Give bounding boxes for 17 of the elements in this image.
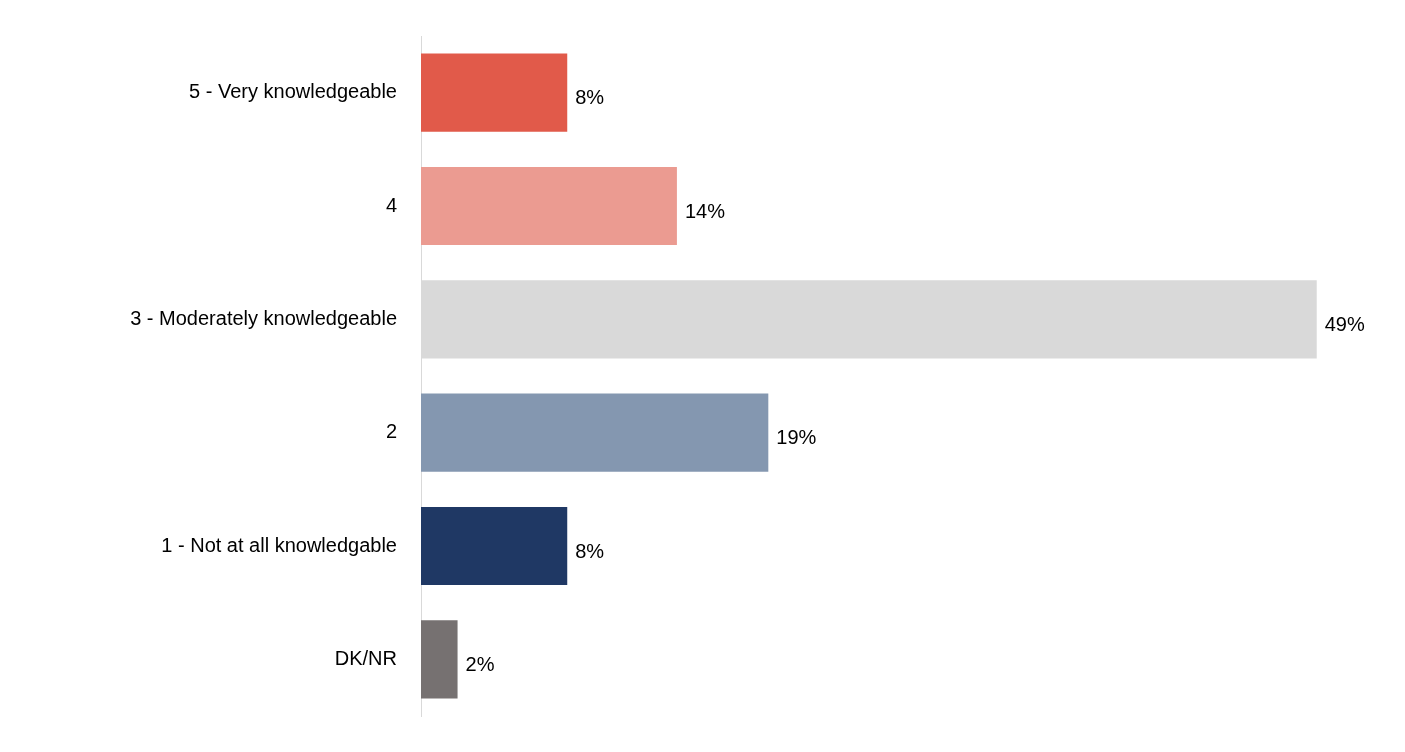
bar [421,166,677,246]
y-tick-label: 4 [385,193,397,216]
y-tick-label: 1 - Not at all knowledgable [161,533,397,556]
bar [421,506,568,586]
data-label: 8% [575,539,605,562]
data-label: 8% [575,86,605,109]
data-label: 2% [465,652,495,675]
data-label: 19% [776,426,817,449]
y-tick-label: 5 - Very knowledgeable [189,80,397,103]
bar [421,393,769,472]
y-tick-label: DK/NR [334,646,397,669]
bar [421,53,568,132]
y-tick-label: 2 [385,420,397,443]
y-tick-label: 3 - Moderately knowledgeable [130,306,397,329]
data-label: 14% [684,199,726,222]
bar [421,620,458,699]
data-label: 49% [1324,312,1365,335]
